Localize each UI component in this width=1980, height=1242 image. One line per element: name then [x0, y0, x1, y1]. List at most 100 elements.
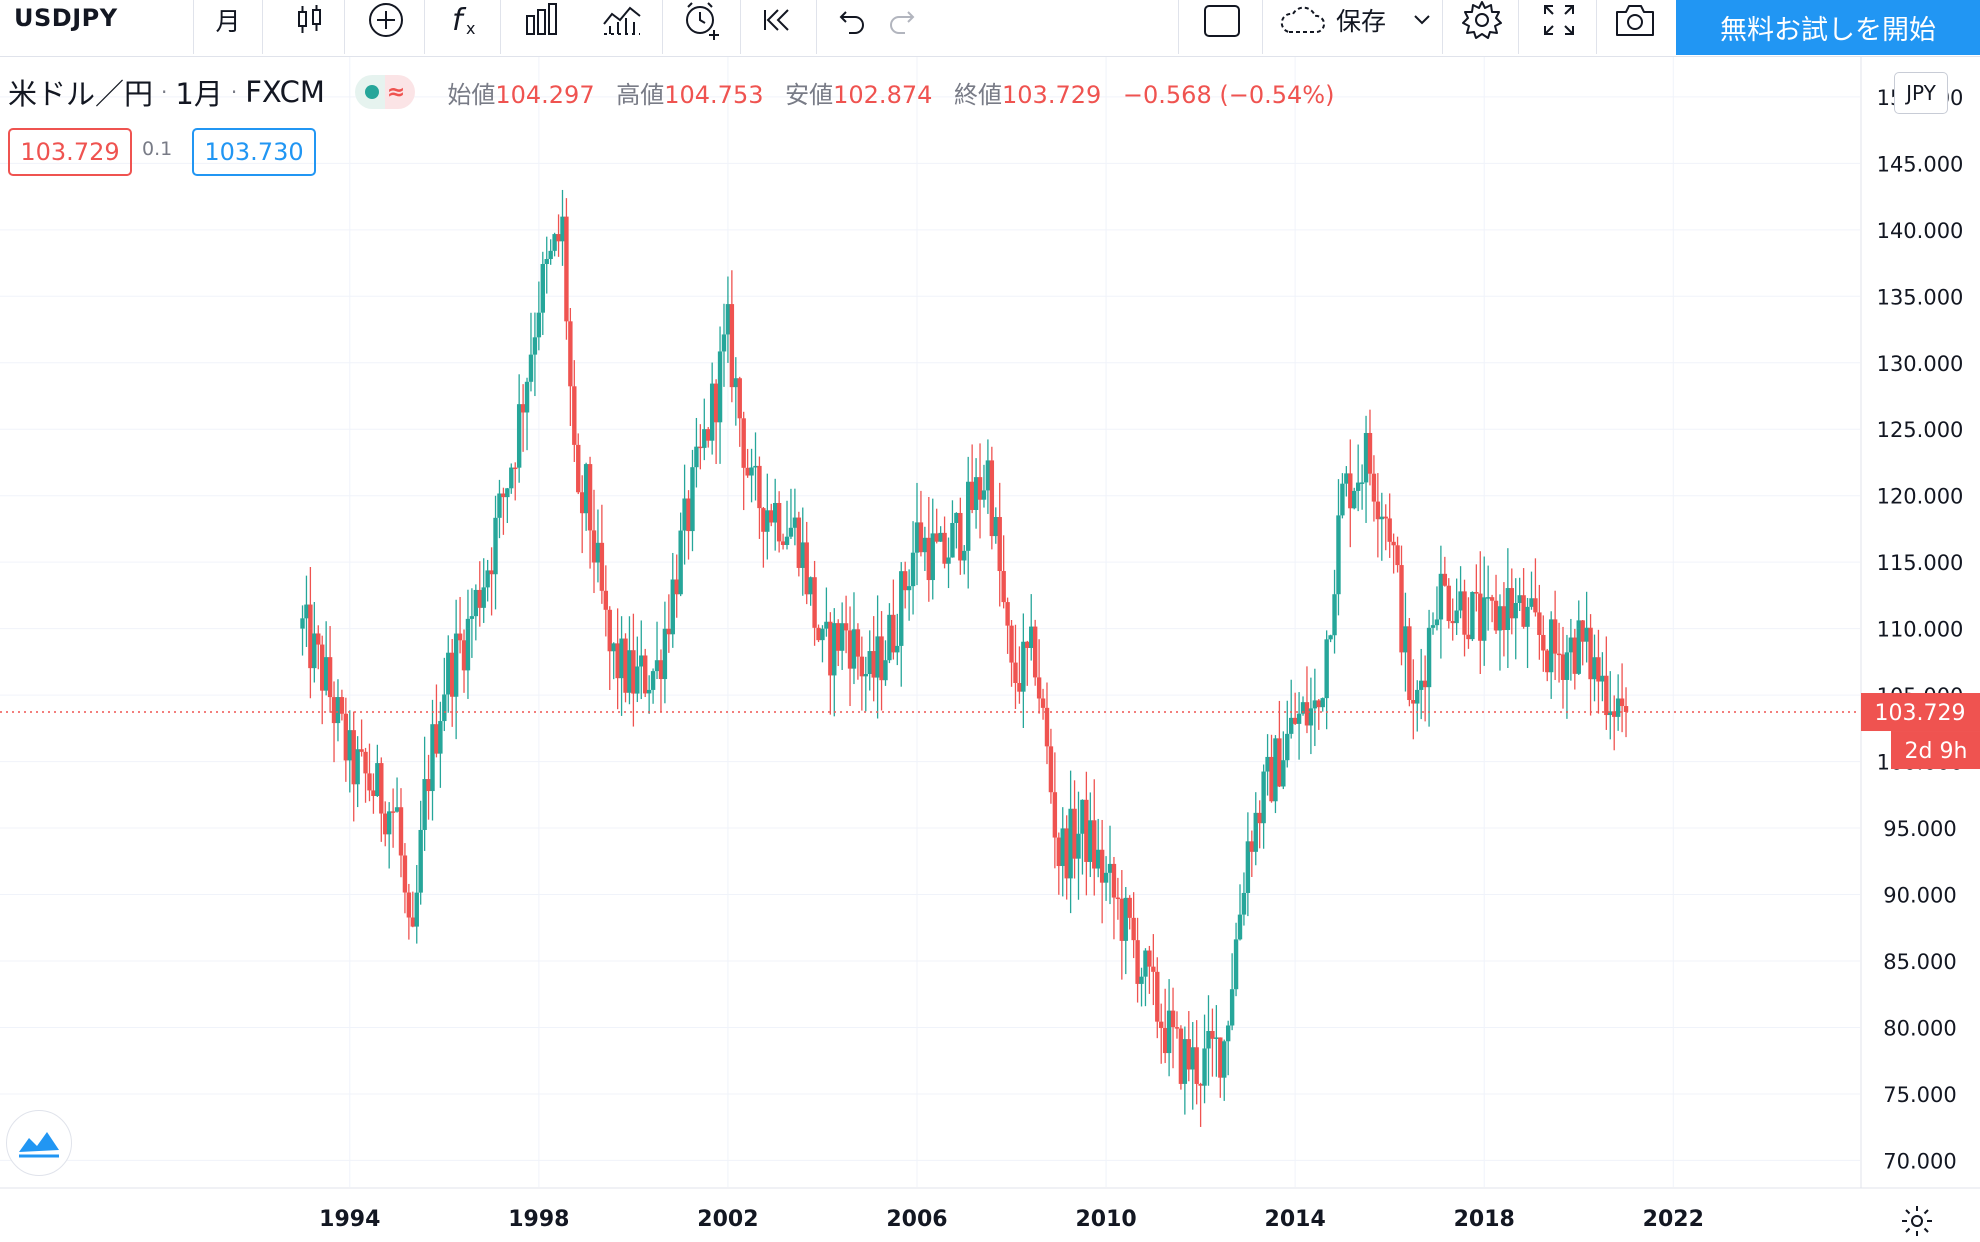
candle-body — [1064, 828, 1069, 879]
candle-body — [469, 616, 475, 619]
scale-settings-gear-icon[interactable] — [1900, 1204, 1934, 1242]
candle-body — [733, 378, 739, 388]
redo-icon[interactable] — [884, 0, 924, 40]
candle-body — [1415, 689, 1420, 704]
divider — [740, 0, 741, 54]
candle-body — [950, 522, 955, 558]
candle-body — [371, 790, 376, 797]
tradingview-logo-icon[interactable] — [6, 1110, 72, 1176]
undo-icon[interactable] — [830, 0, 870, 40]
divider — [1442, 0, 1443, 54]
candle-body — [1596, 657, 1601, 682]
start-trial-button[interactable]: 無料お試しを開始 — [1676, 0, 1980, 55]
candle-body — [1545, 650, 1550, 673]
candle-body — [1458, 591, 1463, 611]
candle-body — [839, 623, 845, 651]
separator-dot: · — [161, 80, 168, 104]
replay-icon[interactable] — [752, 0, 804, 40]
candle-body — [1612, 711, 1617, 717]
candle-body — [477, 589, 482, 608]
candle-body — [532, 337, 538, 355]
alert-icon[interactable] — [674, 0, 730, 40]
candle-body — [1462, 591, 1467, 635]
candle-body — [863, 674, 868, 677]
candle-body — [1568, 637, 1574, 653]
candle-body — [351, 730, 356, 785]
candle-body — [461, 640, 467, 671]
candle-body — [1135, 940, 1140, 984]
candle-body — [875, 636, 880, 678]
sell-price-button[interactable]: 103.729 — [8, 128, 132, 176]
save-button[interactable]: 保存 — [1335, 7, 1386, 36]
camera-icon[interactable] — [1608, 0, 1662, 40]
candle-body — [1446, 585, 1451, 622]
candle-body — [1032, 626, 1038, 678]
candle-body — [646, 689, 652, 694]
candle-body — [686, 498, 691, 532]
candle-body — [481, 587, 486, 608]
candle-body — [1095, 849, 1101, 869]
templates-icon[interactable] — [516, 0, 568, 40]
divider — [193, 0, 194, 54]
candle-body — [1159, 1021, 1164, 1029]
candle-body — [1422, 680, 1428, 688]
candle-body — [619, 638, 624, 679]
currency-button[interactable]: JPY — [1894, 72, 1948, 114]
candle-body — [887, 614, 892, 661]
chevron-down-icon[interactable] — [1406, 0, 1438, 40]
candle-body — [1009, 625, 1014, 663]
symbol-search[interactable]: USDJPY — [14, 4, 118, 32]
candle-body — [804, 542, 809, 595]
candlestick-icon[interactable] — [282, 0, 338, 40]
candle-body — [1615, 698, 1621, 717]
ohlc-values: 始値104.297 高値104.753 安値102.874 終値103.729 … — [447, 75, 1348, 110]
candle-body — [780, 541, 786, 545]
candle-body — [753, 465, 758, 468]
candle-body — [690, 467, 695, 532]
close-value: 103.729 — [1002, 80, 1102, 109]
candle-body — [611, 643, 616, 652]
candle-body — [757, 465, 762, 509]
candle-body — [1320, 698, 1325, 708]
candle-body — [1131, 917, 1136, 941]
candle-body — [698, 446, 703, 449]
candle-body — [556, 234, 561, 242]
candle-body — [1556, 653, 1562, 656]
legend-title[interactable]: 米ドル／円 — [8, 77, 154, 111]
candle-body — [1013, 662, 1018, 683]
candle-body — [544, 259, 549, 265]
candle-body — [1336, 515, 1341, 595]
candle-body — [1411, 700, 1416, 704]
fullscreen-icon[interactable] — [1534, 0, 1584, 40]
low-label: 安値 — [785, 80, 834, 109]
settings-gear-icon[interactable] — [1456, 0, 1508, 40]
buy-price-button[interactable]: 103.730 — [192, 128, 316, 176]
interval-button[interactable]: 月 — [215, 7, 241, 36]
candle-body — [765, 510, 770, 532]
candle-body — [820, 628, 825, 641]
high-value: 104.753 — [664, 80, 764, 109]
candle-body — [776, 502, 782, 542]
candle-body — [595, 542, 601, 563]
market-status-badge[interactable]: ≈ — [354, 75, 416, 109]
layout-icon[interactable] — [1200, 0, 1244, 40]
candle-body — [1285, 733, 1290, 761]
candle-body — [1576, 620, 1581, 674]
candle-body — [721, 334, 727, 352]
candle-body — [473, 589, 479, 617]
candle-body — [1025, 641, 1030, 648]
candle-body — [1107, 863, 1113, 873]
candle-body — [666, 628, 672, 635]
candle-body — [1036, 677, 1042, 699]
compare-add-icon[interactable] — [358, 0, 414, 40]
candle-body — [1485, 597, 1491, 599]
candle-body — [1289, 717, 1294, 734]
candle-body — [1292, 717, 1298, 724]
compare-symbols-icon[interactable] — [596, 0, 648, 40]
candle-body — [1186, 1039, 1191, 1070]
divider — [424, 0, 425, 54]
candle-body — [1174, 1027, 1180, 1029]
candle-body — [1470, 592, 1475, 640]
